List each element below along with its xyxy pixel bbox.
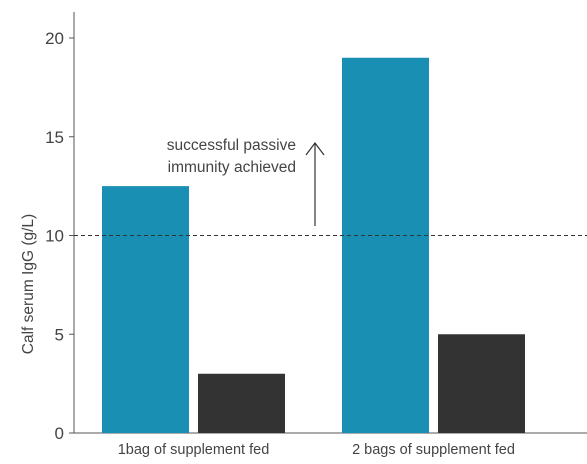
category-label: 1bag of supplement fed xyxy=(118,442,270,458)
y-tick-label: 15 xyxy=(45,128,64,147)
annotation-line-1: successful passive xyxy=(167,137,296,154)
bar xyxy=(438,334,525,433)
bar xyxy=(198,373,285,433)
annotation: successful passive immunity achieved xyxy=(167,137,325,226)
y-tick-label: 20 xyxy=(45,29,64,48)
bar xyxy=(342,57,429,433)
y-tick-label: 0 xyxy=(55,424,64,443)
y-tick-label: 10 xyxy=(45,227,64,246)
arrow-up-head-icon xyxy=(305,142,325,156)
y-tick-label: 5 xyxy=(55,325,64,344)
category-label: 2 bags of supplement fed xyxy=(352,442,515,458)
annotation-line-2: immunity achieved xyxy=(168,159,296,176)
y-axis-label: Calf serum IgG (g/L) xyxy=(20,214,37,354)
bar xyxy=(102,186,189,433)
